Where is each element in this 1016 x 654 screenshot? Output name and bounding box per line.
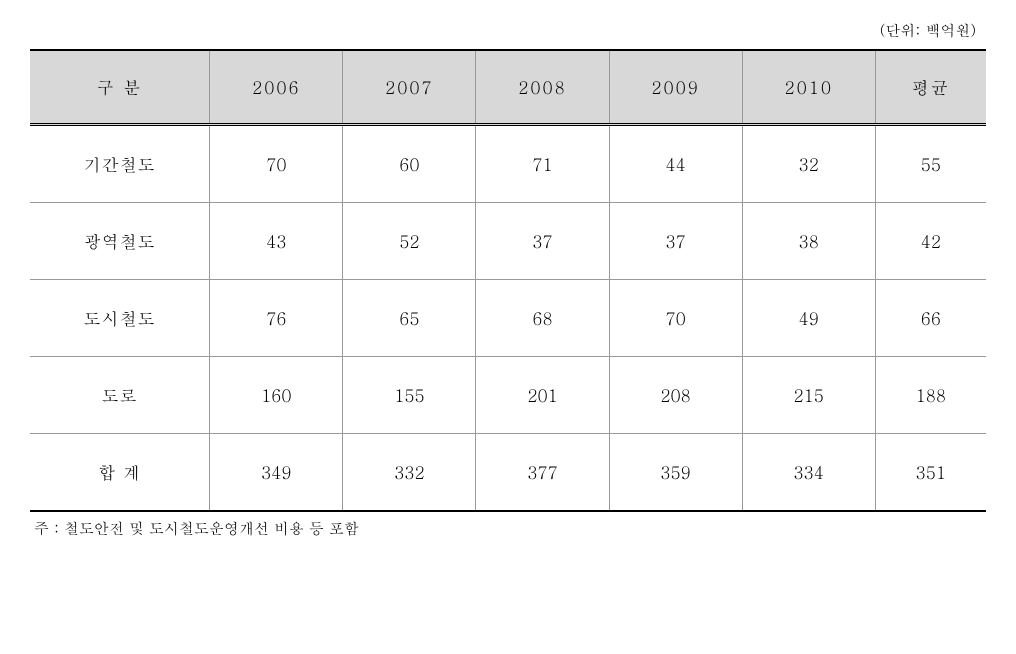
cell-value: 60 [343, 125, 476, 203]
cell-value: 332 [343, 434, 476, 512]
cell-value: 349 [210, 434, 343, 512]
header-2009: 2009 [609, 50, 742, 125]
cell-value: 68 [476, 280, 609, 357]
cell-value: 32 [742, 125, 875, 203]
cell-value: 76 [210, 280, 343, 357]
row-label: 도로 [30, 357, 210, 434]
cell-value: 66 [875, 280, 986, 357]
cell-value: 70 [609, 280, 742, 357]
cell-value: 52 [343, 203, 476, 280]
table-row: 광역철도 43 52 37 37 38 42 [30, 203, 986, 280]
cell-value: 208 [609, 357, 742, 434]
header-category: 구 분 [30, 50, 210, 125]
cell-value: 42 [875, 203, 986, 280]
row-label: 기간철도 [30, 125, 210, 203]
table-row: 도로 160 155 201 208 215 188 [30, 357, 986, 434]
row-label: 합 계 [30, 434, 210, 512]
cell-value: 215 [742, 357, 875, 434]
table-row: 도시철도 76 65 68 70 49 66 [30, 280, 986, 357]
cell-value: 44 [609, 125, 742, 203]
cell-value: 70 [210, 125, 343, 203]
header-2007: 2007 [343, 50, 476, 125]
table-row: 합 계 349 332 377 359 334 351 [30, 434, 986, 512]
cell-value: 38 [742, 203, 875, 280]
cell-value: 65 [343, 280, 476, 357]
cell-value: 201 [476, 357, 609, 434]
row-label: 도시철도 [30, 280, 210, 357]
header-2006: 2006 [210, 50, 343, 125]
cell-value: 37 [609, 203, 742, 280]
cell-value: 188 [875, 357, 986, 434]
cell-value: 55 [875, 125, 986, 203]
header-2008: 2008 [476, 50, 609, 125]
cell-value: 351 [875, 434, 986, 512]
unit-label: (단위: 백억원) [30, 20, 986, 41]
footnote: 주 : 철도안전 및 도시철도운영개선 비용 등 포함 [30, 518, 986, 539]
cell-value: 359 [609, 434, 742, 512]
cell-value: 43 [210, 203, 343, 280]
cell-value: 377 [476, 434, 609, 512]
table-row: 기간철도 70 60 71 44 32 55 [30, 125, 986, 203]
cell-value: 49 [742, 280, 875, 357]
table-header: 구 분 2006 2007 2008 2009 2010 평균 [30, 50, 986, 125]
cell-value: 160 [210, 357, 343, 434]
cell-value: 71 [476, 125, 609, 203]
row-label: 광역철도 [30, 203, 210, 280]
cell-value: 37 [476, 203, 609, 280]
data-table: 구 분 2006 2007 2008 2009 2010 평균 기간철도 70 … [30, 49, 986, 512]
cell-value: 155 [343, 357, 476, 434]
cell-value: 334 [742, 434, 875, 512]
header-average: 평균 [875, 50, 986, 125]
header-row: 구 분 2006 2007 2008 2009 2010 평균 [30, 50, 986, 125]
header-2010: 2010 [742, 50, 875, 125]
table-body: 기간철도 70 60 71 44 32 55 광역철도 43 52 37 37 … [30, 125, 986, 512]
